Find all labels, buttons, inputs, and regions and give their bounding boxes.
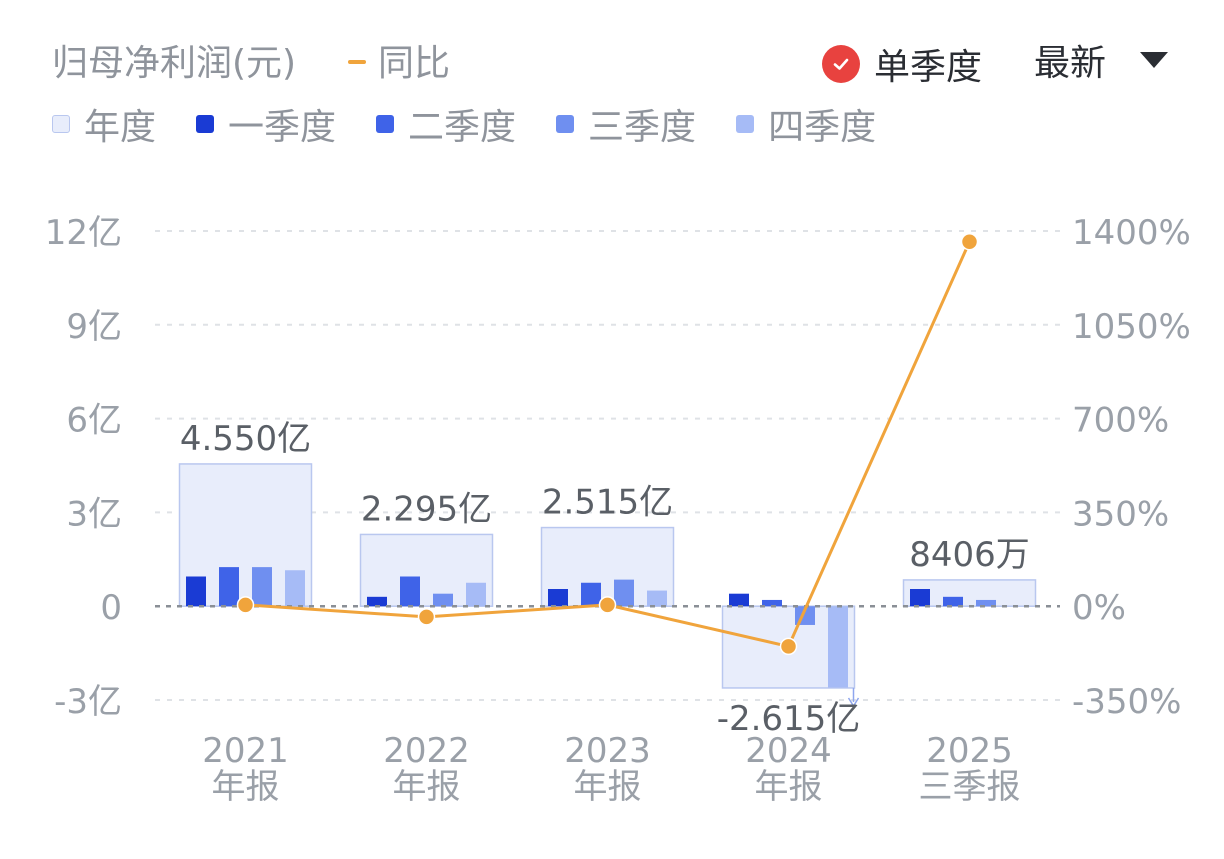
quarter-bar <box>400 576 420 607</box>
legend-label: 年度 <box>84 107 157 148</box>
legend-yoy: 同比 <box>348 34 450 86</box>
x-tick-sublabel: 年报 <box>212 767 280 807</box>
legend-item-q4[interactable]: 四季度 <box>736 98 876 150</box>
x-tick-sublabel: 年报 <box>393 767 461 807</box>
legend-item-q3[interactable]: 三季度 <box>556 98 696 150</box>
series-legend: 年度 一季度 二季度 三季度 四季度 <box>52 98 916 150</box>
annual-value-label: 8406万 <box>909 535 1030 575</box>
y-left-tick-label: 3亿 <box>66 494 122 534</box>
yoy-line-layer <box>236 232 979 656</box>
legend-label: 一季度 <box>228 107 337 148</box>
chart-title: 归母净利润(元) <box>52 43 297 84</box>
y-left-tick-label: 6亿 <box>66 401 122 441</box>
legend-label: 三季度 <box>588 107 697 148</box>
quarter-bar <box>433 593 453 607</box>
legend-label: 四季度 <box>768 107 877 148</box>
caret-down-icon <box>1140 52 1169 68</box>
yoy-point <box>598 596 617 614</box>
x-tick-sublabel: 三季报 <box>919 767 1021 807</box>
y-right-tick-label: 1400% <box>1072 213 1191 253</box>
legend-item-q2[interactable]: 二季度 <box>376 98 516 150</box>
legend-yoy-swatch <box>348 60 366 64</box>
annual-value-label: 2.515亿 <box>542 483 673 523</box>
legend-swatch <box>556 115 575 133</box>
legend-swatch <box>196 115 215 133</box>
legend-yoy-label: 同比 <box>378 43 451 84</box>
legend-label: 二季度 <box>408 107 517 148</box>
y-right-tick-label: 350% <box>1072 494 1169 534</box>
annual-value-label: 4.550亿 <box>180 419 311 459</box>
annual-value-label: 2.295亿 <box>361 489 492 529</box>
quarter-bar <box>285 570 305 607</box>
y-left-tick-label: -3亿 <box>54 682 122 722</box>
x-tick-label: 2021 <box>202 731 289 771</box>
quarter-bar <box>828 606 848 688</box>
y-left-tick-label: 12亿 <box>45 213 122 253</box>
quarterly-toggle[interactable]: 单季度 <box>822 38 982 90</box>
x-tick-label: 2023 <box>564 731 651 771</box>
quarter-bar <box>186 576 206 607</box>
annual-value-label: -2.615亿 <box>717 699 861 739</box>
quarter-bar <box>976 599 996 607</box>
quarter-bar <box>910 589 930 607</box>
yoy-point <box>417 608 436 626</box>
labels-layer: 12亿 9亿 6亿 3亿 0 -3亿 1400% 1050% 700% 350% 0% -350% 4.… <box>45 213 1191 807</box>
x-tick-label: 2022 <box>383 731 470 771</box>
quarter-bar <box>219 567 239 607</box>
yoy-point <box>779 637 798 656</box>
x-tick-label: 2025 <box>926 731 1013 771</box>
quarter-bar <box>647 590 667 607</box>
quarter-bar <box>614 579 634 607</box>
y-right-tick-label: 700% <box>1072 401 1169 441</box>
quarter-bar <box>466 582 486 607</box>
yoy-point <box>236 596 255 614</box>
x-tick-label: 2024 <box>745 731 832 771</box>
quarterly-toggle-label: 单季度 <box>874 47 983 88</box>
x-tick-sublabel: 年报 <box>755 767 823 807</box>
quarter-bar <box>367 596 387 607</box>
quarter-bar <box>581 582 601 607</box>
legend-item-annual[interactable]: 年度 <box>52 98 156 150</box>
quarter-bar <box>252 567 272 607</box>
y-right-tick-label: -350% <box>1072 682 1181 722</box>
arrow-down-icon <box>847 697 860 708</box>
quarter-bar <box>943 596 963 607</box>
y-left-tick-label: 9亿 <box>66 307 122 347</box>
chart-header: 归母净利润(元) 同比 单季度 最新 年度 一季度 二季度 三季度 四季度 <box>0 0 1224 150</box>
quarter-bar <box>762 599 782 607</box>
legend-swatch <box>52 115 70 133</box>
quarter-bar <box>548 589 568 607</box>
quarter-bar <box>729 593 749 607</box>
y-right-tick-label: 1050% <box>1072 307 1191 347</box>
legend-item-q1[interactable]: 一季度 <box>196 98 336 150</box>
y-left-tick-label: 0 <box>100 588 122 628</box>
period-select[interactable]: 最新 <box>1034 34 1169 86</box>
x-tick-sublabel: 年报 <box>574 767 642 807</box>
legend-swatch <box>736 115 755 133</box>
quarter-bars-layer <box>186 567 996 708</box>
legend-swatch <box>376 115 395 133</box>
yoy-point <box>960 232 979 251</box>
y-right-tick-label: 0% <box>1072 588 1126 628</box>
check-icon <box>822 45 860 83</box>
period-select-label: 最新 <box>1034 43 1107 84</box>
